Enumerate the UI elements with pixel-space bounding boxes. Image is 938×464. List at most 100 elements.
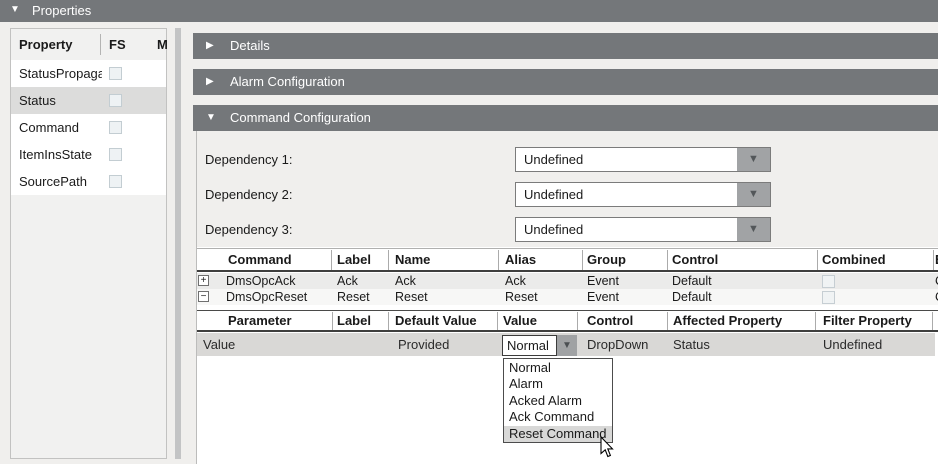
- header-separator: [933, 250, 934, 270]
- cell-name: Ack: [395, 274, 416, 288]
- property-row-iteminsstate[interactable]: ItemInsState: [11, 141, 166, 168]
- cell-label: Reset: [337, 290, 370, 304]
- property-rows: StatusPropaga Status Command ItemInsStat…: [11, 60, 166, 195]
- col-param-control: Control: [587, 313, 634, 328]
- header-separator: [388, 312, 389, 330]
- column-header-property: Property: [19, 37, 73, 52]
- column-header-m: M: [157, 37, 167, 52]
- property-label: SourcePath: [19, 174, 87, 189]
- cell-param-control: DropDown: [587, 337, 649, 352]
- vertical-scrollbar[interactable]: [175, 28, 181, 459]
- property-row-statuspropagation[interactable]: StatusPropaga: [11, 60, 166, 87]
- combined-checkbox[interactable]: [822, 275, 835, 288]
- dropdown-arrow-icon[interactable]: ▼: [737, 183, 770, 206]
- dropdown-option-alarm[interactable]: Alarm: [509, 376, 543, 392]
- header-separator: [932, 312, 933, 330]
- cell-affected-property: Status: [673, 337, 710, 352]
- cell-alias: Ack: [505, 274, 526, 288]
- cell-control: Default: [672, 290, 712, 304]
- property-row-command[interactable]: Command: [11, 114, 166, 141]
- col-command: Command: [228, 252, 292, 267]
- combobox-value: Undefined: [524, 152, 584, 167]
- collapse-icon[interactable]: −: [198, 291, 209, 302]
- cell-name: Reset: [395, 290, 428, 304]
- dependency-3-combobox[interactable]: Undefined ▼: [515, 217, 771, 242]
- header-separator: [498, 250, 499, 270]
- fs-checkbox[interactable]: [109, 121, 122, 134]
- header-separator: [582, 250, 583, 270]
- col-alias: Alias: [505, 252, 537, 267]
- fs-checkbox[interactable]: [109, 175, 122, 188]
- cell-clipped: C: [935, 273, 938, 289]
- properties-titlebar[interactable]: ▼ Properties: [0, 0, 938, 22]
- combobox-value: Undefined: [524, 187, 584, 202]
- dependency-1-label: Dependency 1:: [205, 152, 293, 167]
- value-combobox[interactable]: Normal: [502, 335, 557, 356]
- header-separator: [667, 312, 668, 330]
- property-row-status[interactable]: Status: [11, 87, 166, 114]
- property-label: ItemInsState: [19, 147, 92, 162]
- dropdown-option-ack-command[interactable]: Ack Command: [509, 409, 595, 425]
- section-header-details[interactable]: ▶ Details: [193, 33, 938, 59]
- dropdown-arrow-icon[interactable]: ▼: [737, 148, 770, 171]
- col-combined: Combined: [822, 252, 886, 267]
- col-group: Group: [587, 252, 626, 267]
- cell-group: Event: [587, 290, 619, 304]
- cell-command: DmsOpcAck: [226, 274, 296, 288]
- expand-icon[interactable]: +: [198, 275, 209, 286]
- col-clipped: E: [935, 248, 938, 272]
- fs-checkbox[interactable]: [109, 94, 122, 107]
- fs-checkbox[interactable]: [109, 148, 122, 161]
- command-row-dmsopcreset[interactable]: [197, 289, 938, 305]
- col-filter-property: Filter Property: [823, 313, 912, 328]
- dropdown-arrow-icon[interactable]: ▼: [737, 218, 770, 241]
- cell-alias: Reset: [505, 290, 538, 304]
- col-label: Label: [337, 252, 371, 267]
- col-param-label: Label: [337, 313, 371, 328]
- dependency-1-combobox[interactable]: Undefined ▼: [515, 147, 771, 172]
- cell-command: DmsOpcReset: [226, 290, 308, 304]
- header-separator: [667, 250, 668, 270]
- command-table-header: [197, 248, 938, 272]
- section-label: Command Configuration: [230, 110, 371, 125]
- chevron-right-icon: ▶: [206, 76, 214, 87]
- dropdown-option-acked-alarm[interactable]: Acked Alarm: [509, 392, 582, 408]
- chevron-right-icon: ▶: [206, 40, 214, 51]
- dependency-2-combobox[interactable]: Undefined ▼: [515, 182, 771, 207]
- cell-group: Event: [587, 274, 619, 288]
- cell-default-value: Provided: [398, 337, 450, 352]
- cell-filter-property: Undefined: [823, 337, 883, 352]
- dropdown-option-reset-command[interactable]: Reset Command: [504, 425, 612, 442]
- column-header-fs: FS: [109, 37, 126, 52]
- section-header-alarm-configuration[interactable]: ▶ Alarm Configuration: [193, 69, 938, 95]
- column-separator: [100, 34, 101, 55]
- col-affected-property: Affected Property: [673, 313, 783, 328]
- col-default-value: Default Value: [395, 313, 477, 328]
- header-separator: [577, 312, 578, 330]
- property-label: Status: [19, 93, 56, 108]
- section-header-command-configuration[interactable]: ▼ Command Configuration: [193, 105, 938, 131]
- dependency-2-label: Dependency 2:: [205, 187, 293, 202]
- cell-control: Default: [672, 274, 712, 288]
- cell-label: Ack: [337, 274, 358, 288]
- dropdown-option-normal[interactable]: Normal: [509, 360, 551, 375]
- col-name: Name: [395, 252, 431, 267]
- header-separator: [497, 312, 498, 330]
- combobox-value: Undefined: [524, 222, 584, 237]
- chevron-down-icon: ▼: [206, 112, 216, 123]
- command-row-dmsopcack[interactable]: [197, 273, 938, 289]
- col-parameter: Parameter: [228, 313, 292, 328]
- dropdown-arrow-icon[interactable]: ▼: [557, 335, 577, 356]
- property-row-sourcepath[interactable]: SourcePath: [11, 168, 166, 195]
- parameter-table-header: [197, 310, 938, 332]
- section-label: Alarm Configuration: [230, 74, 345, 89]
- cell-parameter: Value: [203, 337, 236, 352]
- property-label: StatusPropaga: [19, 66, 102, 81]
- header-separator: [388, 250, 389, 270]
- combined-checkbox[interactable]: [822, 291, 835, 304]
- property-label: Command: [19, 120, 79, 135]
- col-control: Control: [672, 252, 719, 267]
- fs-checkbox[interactable]: [109, 67, 122, 80]
- section-content-border: [196, 131, 197, 464]
